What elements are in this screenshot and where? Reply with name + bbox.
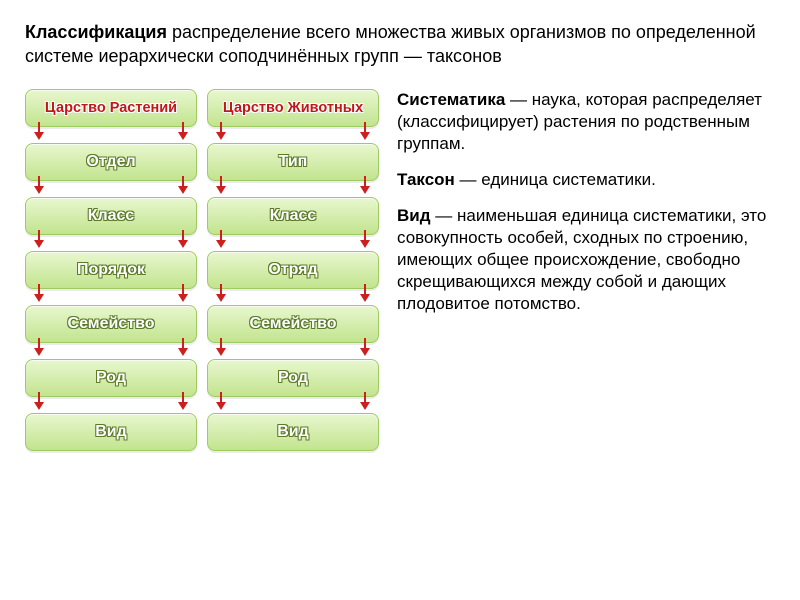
arrow-connector xyxy=(207,127,379,143)
taxon-header: Царство Животных xyxy=(207,89,379,127)
arrow-connector xyxy=(207,181,379,197)
taxon-level: Отдел xyxy=(25,143,197,181)
definition-term: Таксон xyxy=(397,170,455,189)
taxonomy-columns: Царство Растений Отдел Класс Порядок Семейст… xyxy=(25,89,379,451)
intro-bold: Классификация xyxy=(25,22,167,42)
arrow-connector xyxy=(25,127,197,143)
intro-paragraph: Классификация распределение всего множес… xyxy=(25,20,775,69)
taxon-level: Семейство xyxy=(207,305,379,343)
definition-term: Вид xyxy=(397,206,431,225)
taxon-level: Семейство xyxy=(25,305,197,343)
definition-item: Вид — наименьшая единица систематики, эт… xyxy=(397,205,775,315)
arrow-connector xyxy=(25,397,197,413)
column-plants: Царство Растений Отдел Класс Порядок Семейст… xyxy=(25,89,197,451)
taxon-level: Класс xyxy=(207,197,379,235)
taxon-level: Вид xyxy=(25,413,197,451)
taxon-level: Род xyxy=(25,359,197,397)
arrow-connector xyxy=(25,235,197,251)
column-animals: Царство Животных Тип Класс Отряд Семейство Ро… xyxy=(207,89,379,451)
taxon-level: Вид xyxy=(207,413,379,451)
definition-term: Систематика xyxy=(397,90,505,109)
definition-item: Таксон — единица систематики. xyxy=(397,169,775,191)
arrow-connector xyxy=(207,397,379,413)
taxon-level: Род xyxy=(207,359,379,397)
arrow-connector xyxy=(207,235,379,251)
taxon-level: Порядок xyxy=(25,251,197,289)
definition-text: — единица систематики. xyxy=(455,170,656,189)
arrow-connector xyxy=(207,343,379,359)
taxon-header: Царство Растений xyxy=(25,89,197,127)
arrow-connector xyxy=(25,289,197,305)
arrow-connector xyxy=(207,289,379,305)
main-row: Царство Растений Отдел Класс Порядок Семейст… xyxy=(25,89,775,451)
taxon-level: Отряд xyxy=(207,251,379,289)
arrow-connector xyxy=(25,181,197,197)
taxon-level: Тип xyxy=(207,143,379,181)
definitions-block: Систематика — наука, которая распределяе… xyxy=(397,89,775,451)
definition-item: Систематика — наука, которая распределяе… xyxy=(397,89,775,155)
definition-text: — наименьшая единица систематики, это со… xyxy=(397,206,766,313)
arrow-connector xyxy=(25,343,197,359)
taxon-level: Класс xyxy=(25,197,197,235)
